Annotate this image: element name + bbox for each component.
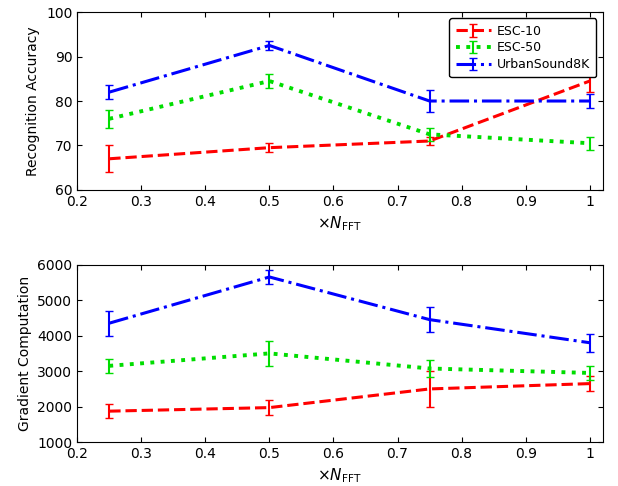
Legend: ESC-10, ESC-50, UrbanSound8K: ESC-10, ESC-50, UrbanSound8K xyxy=(449,18,596,77)
Y-axis label: Gradient Computation: Gradient Computation xyxy=(18,276,32,431)
X-axis label: $\times N_{\rm FFT}$: $\times N_{\rm FFT}$ xyxy=(318,214,362,233)
X-axis label: $\times N_{\rm FFT}$: $\times N_{\rm FFT}$ xyxy=(318,467,362,486)
Y-axis label: Recognition Accuracy: Recognition Accuracy xyxy=(27,26,40,176)
